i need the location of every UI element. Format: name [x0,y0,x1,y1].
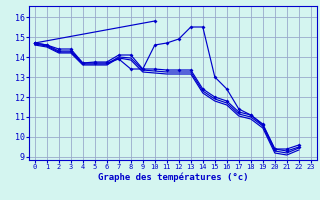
X-axis label: Graphe des températures (°c): Graphe des températures (°c) [98,173,248,182]
